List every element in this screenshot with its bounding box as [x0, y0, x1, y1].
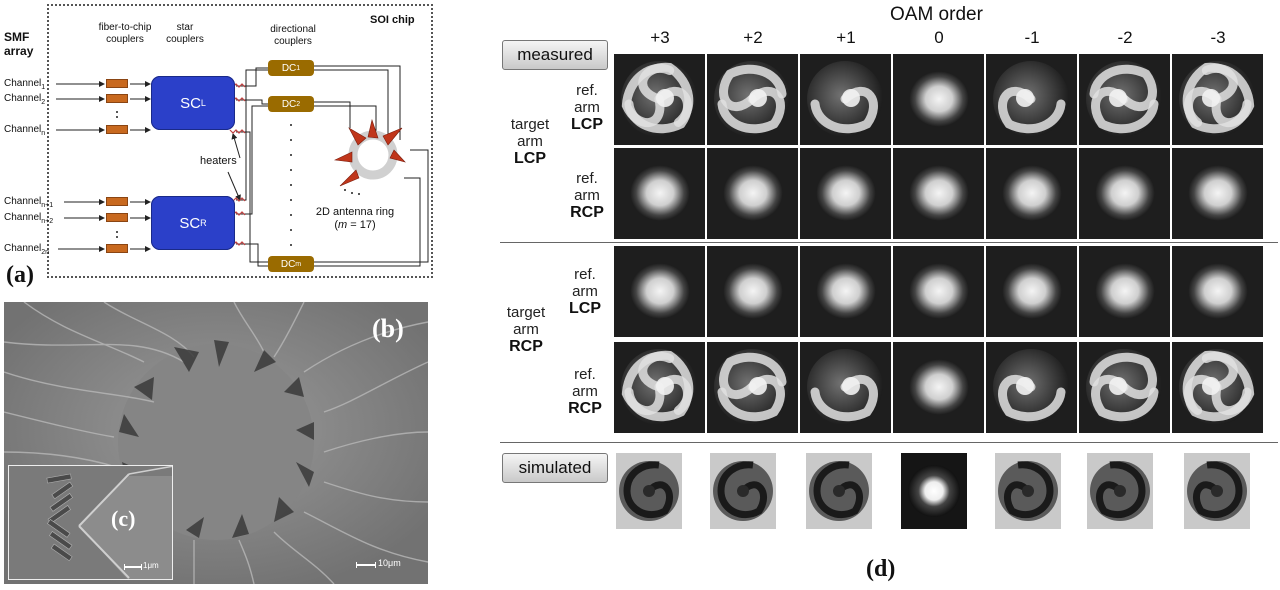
- soi-chip-boundary: [47, 4, 433, 278]
- oam-measured-image: [614, 246, 705, 337]
- fiber-coupler: [106, 79, 128, 88]
- oam-measured-image: [800, 148, 891, 239]
- oam-measured-image: [1172, 342, 1263, 433]
- panel-b-label: (b): [372, 314, 404, 343]
- directional-coupler: DC 2: [268, 96, 314, 112]
- scale-label-c: 1μm: [143, 561, 159, 570]
- antenna-ring-label: 2D antenna ring (m = 17): [315, 206, 395, 231]
- row-separator: [500, 242, 1278, 243]
- channel-label: Channel2n: [4, 243, 50, 256]
- oam-order-label: +1: [836, 28, 856, 47]
- ref-arm-rcp-label: ref. arm RCP: [570, 170, 604, 221]
- directional-coupler: DC 1: [268, 60, 314, 76]
- channel-label: Channel1: [4, 78, 46, 91]
- oam-order-title: OAM order: [890, 4, 983, 25]
- oam-simulated-image: [616, 453, 682, 529]
- oam-measured-image: [707, 148, 798, 239]
- oam-measured-image: [1172, 246, 1263, 337]
- oam-simulated-image: [1184, 453, 1250, 529]
- oam-measured-image: [707, 54, 798, 145]
- star-couplers-label: star couplers: [166, 22, 204, 45]
- oam-measured-image: [893, 54, 984, 145]
- panel-c-label: (c): [111, 506, 136, 531]
- channel-label: Channeln+1: [4, 196, 54, 209]
- smf-array-label: SMF array: [4, 30, 34, 58]
- oam-measured-image: [614, 342, 705, 433]
- oam-simulated-image: [995, 453, 1061, 529]
- oam-order-label: +3: [650, 28, 670, 47]
- fiber-coupler: [106, 125, 128, 134]
- soi-chip-label: SOI chip: [370, 14, 415, 26]
- fiber-coupler: [106, 94, 128, 103]
- oam-measured-image: [1172, 148, 1263, 239]
- channel-label: Channeln: [4, 124, 46, 137]
- heaters-label: heaters: [200, 155, 237, 167]
- oam-measured-image: [1079, 148, 1170, 239]
- star-coupler-left: SC L: [151, 76, 235, 130]
- oam-order-label: -2: [1117, 28, 1133, 47]
- oam-measured-image: [1079, 342, 1170, 433]
- oam-measured-image: [1079, 54, 1170, 145]
- oam-simulated-image: [1087, 453, 1153, 529]
- star-coupler-right: SC R: [151, 196, 235, 250]
- oam-order-label: -1: [1024, 28, 1040, 47]
- antenna-ring-graphic: [333, 118, 406, 187]
- measured-tag: measured: [502, 40, 608, 70]
- oam-measured-image: [707, 342, 798, 433]
- ref-arm-rcp-label: ref. arm RCP: [568, 366, 602, 417]
- row-separator: [500, 442, 1278, 443]
- sem-inset: (c) 1μm: [8, 465, 173, 580]
- target-arm-rcp-label: target arm RCP: [506, 304, 546, 355]
- scale-bar-b: [356, 562, 376, 568]
- oam-measured-image: [986, 246, 1077, 337]
- ref-arm-lcp-label: ref. arm LCP: [569, 266, 601, 317]
- sem-image: (b) 10μm (c) 1μm: [4, 302, 428, 584]
- oam-measured-image: [707, 246, 798, 337]
- oam-measured-image: [1172, 54, 1263, 145]
- oam-measured-image: [986, 342, 1077, 433]
- oam-order-label: +2: [743, 28, 763, 47]
- channel-label: Channel2: [4, 93, 46, 106]
- ref-arm-lcp-label: ref. arm LCP: [571, 82, 603, 133]
- scale-label-b: 10μm: [378, 558, 401, 568]
- inset-texture: [9, 466, 172, 579]
- fiber-coupler: [106, 197, 128, 206]
- oam-measured-image: [893, 246, 984, 337]
- channel-label: Channeln+2: [4, 212, 54, 225]
- oam-measured-image: [800, 246, 891, 337]
- oam-simulated-image: [901, 453, 967, 529]
- oam-simulated-image: [806, 453, 872, 529]
- fiber-to-chip-label: fiber-to-chip couplers: [98, 22, 152, 45]
- oam-order-label: 0: [934, 28, 944, 47]
- oam-measured-image: [893, 342, 984, 433]
- panel-a-label: (a): [6, 262, 34, 288]
- oam-measured-image: [1079, 246, 1170, 337]
- simulated-tag: simulated: [502, 453, 608, 483]
- fiber-coupler: [106, 213, 128, 222]
- oam-measured-image: [893, 148, 984, 239]
- oam-simulated-image: [710, 453, 776, 529]
- fiber-coupler: [106, 244, 128, 253]
- oam-measured-image: [800, 342, 891, 433]
- target-arm-lcp-label: target arm LCP: [510, 116, 550, 167]
- oam-measured-image: [614, 148, 705, 239]
- oam-measured-image: [986, 54, 1077, 145]
- scale-bar-c: [124, 564, 142, 570]
- directional-coupler: DC m: [268, 256, 314, 272]
- panel-d-label: (d): [866, 556, 896, 582]
- oam-measured-image: [614, 54, 705, 145]
- oam-measured-image: [986, 148, 1077, 239]
- panel-a-wiring: [56, 65, 429, 267]
- oam-order-label: -3: [1210, 28, 1226, 47]
- directional-couplers-label: directional couplers: [270, 24, 316, 47]
- oam-measured-image: [800, 54, 891, 145]
